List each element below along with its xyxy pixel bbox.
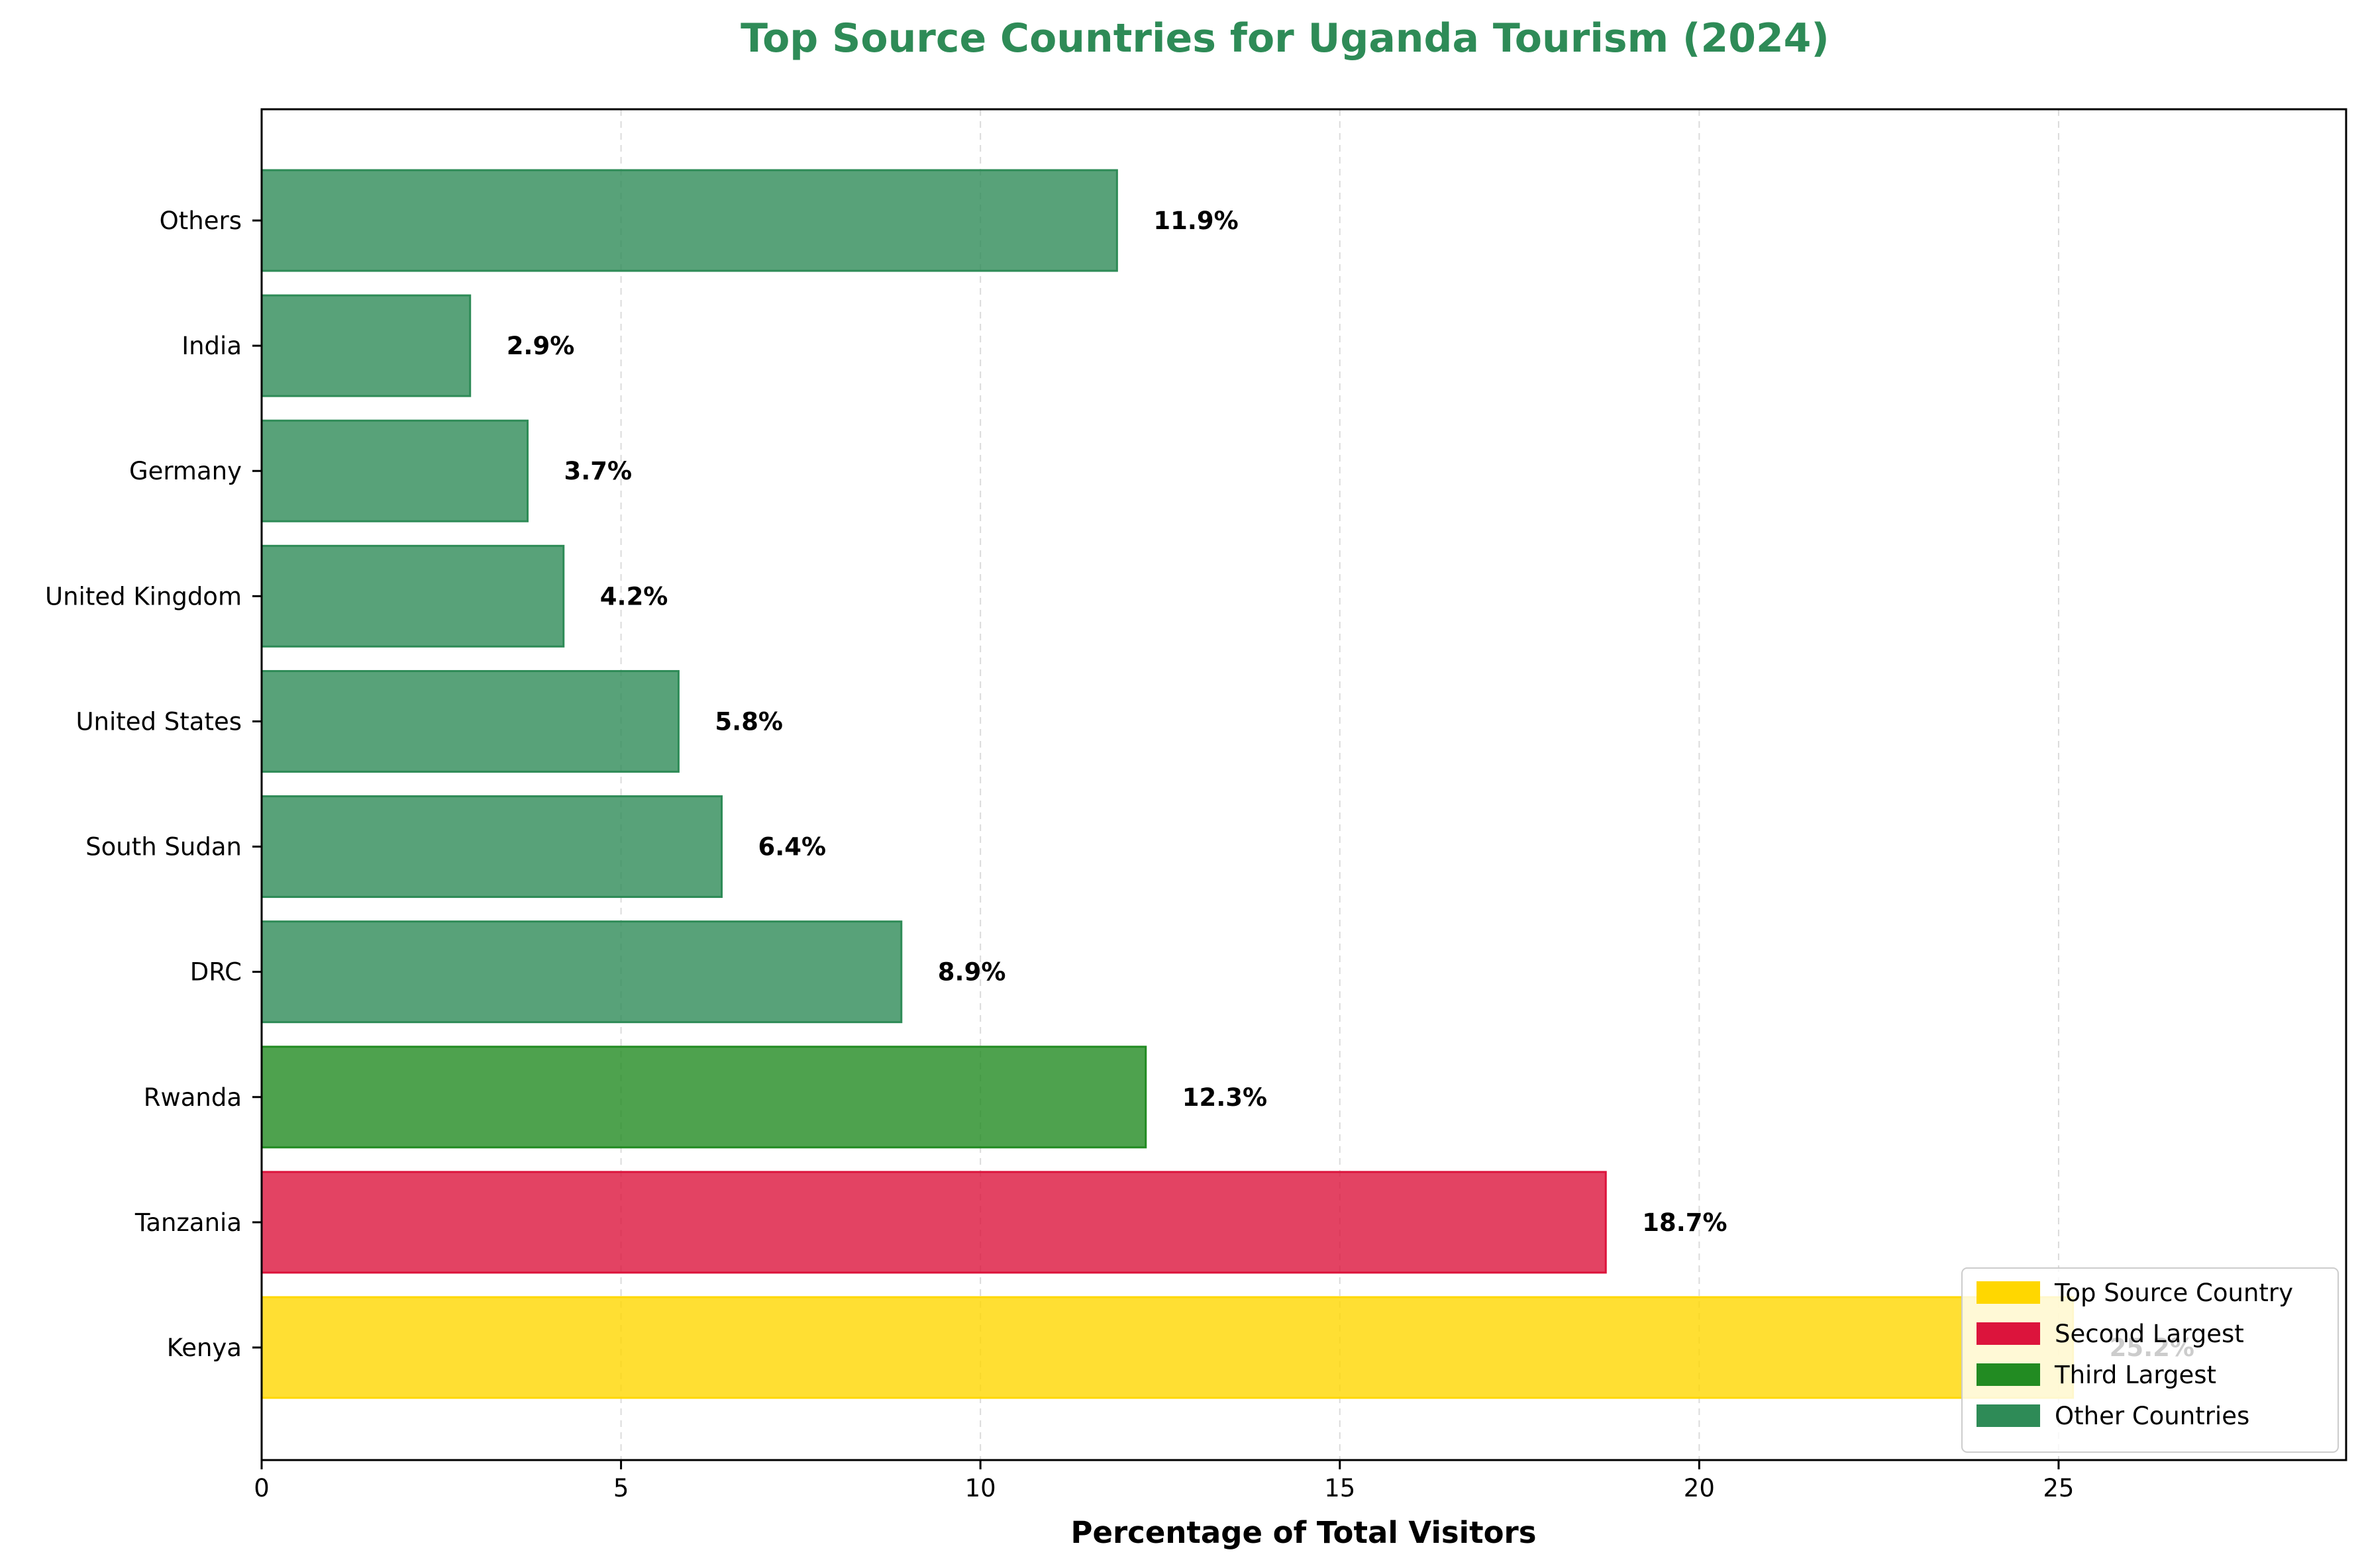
legend: Top Source Country Second Largest Third La… <box>1961 1267 2339 1453</box>
bar-india <box>260 294 472 397</box>
chart-title: Top Source Countries for Uganda Tourism … <box>741 15 1829 62</box>
x-tick-label: 15 <box>1324 1474 1355 1502</box>
y-tick-label: Germany <box>129 457 242 485</box>
y-tick-label: United Kingdom <box>45 582 242 611</box>
legend-swatch <box>1977 1322 2040 1345</box>
x-tick-label: 20 <box>1684 1474 1715 1502</box>
bar-tanzania <box>260 1171 1607 1274</box>
bar-united-states <box>260 669 680 773</box>
bar-united-kingdom <box>260 544 565 648</box>
x-tick-label: 25 <box>2043 1474 2074 1502</box>
legend-label: Top Source Country <box>2054 1279 2293 1307</box>
value-label: 8.9% <box>938 958 1006 987</box>
bar-others <box>260 169 1118 272</box>
y-tick-label: Rwanda <box>144 1083 242 1112</box>
value-label: 2.9% <box>507 332 575 360</box>
legend-label: Other Countries <box>2055 1402 2249 1430</box>
plot-frame <box>260 108 2347 1461</box>
value-label: 5.8% <box>715 707 783 736</box>
bars <box>260 169 2075 1399</box>
bar-rwanda <box>260 1046 1147 1149</box>
y-tick-label: South Sudan <box>85 833 242 861</box>
y-tick-label: DRC <box>190 958 242 987</box>
legend-label: Second Largest <box>2055 1320 2244 1348</box>
value-label: 3.7% <box>564 457 633 485</box>
y-tick-label: Others <box>160 207 242 235</box>
x-axis-title: Percentage of Total Visitors <box>1070 1515 1536 1550</box>
legend-swatch <box>1977 1281 2040 1304</box>
y-tick-label: United States <box>76 707 242 736</box>
value-label: 11.9% <box>1153 207 1238 235</box>
value-label: 12.3% <box>1182 1083 1267 1112</box>
legend-label: Third Largest <box>2054 1361 2216 1389</box>
x-tick-label: 10 <box>965 1474 996 1502</box>
y-tick-label: Tanzania <box>134 1208 242 1237</box>
y-axis-ticks: Kenya Tanzania Rwanda DRC South Sudan United … <box>45 207 262 1362</box>
x-axis-ticks: 0 5 10 15 20 25 <box>254 1460 2074 1502</box>
y-tick-label: India <box>181 332 242 360</box>
value-label: 18.7% <box>1642 1208 1727 1237</box>
legend-swatch <box>1977 1363 2040 1386</box>
bar-south-sudan <box>260 795 723 899</box>
x-tick-label: 5 <box>613 1474 629 1502</box>
bar-germany <box>260 419 529 522</box>
legend-swatch <box>1977 1404 2040 1427</box>
value-label: 6.4% <box>758 833 827 861</box>
x-tick-label: 0 <box>254 1474 270 1502</box>
y-tick-label: Kenya <box>167 1334 242 1362</box>
bar-drc <box>260 920 903 1024</box>
legend-box <box>1961 1267 2339 1453</box>
bar-kenya <box>260 1296 2075 1399</box>
value-label: 4.2% <box>600 582 668 611</box>
